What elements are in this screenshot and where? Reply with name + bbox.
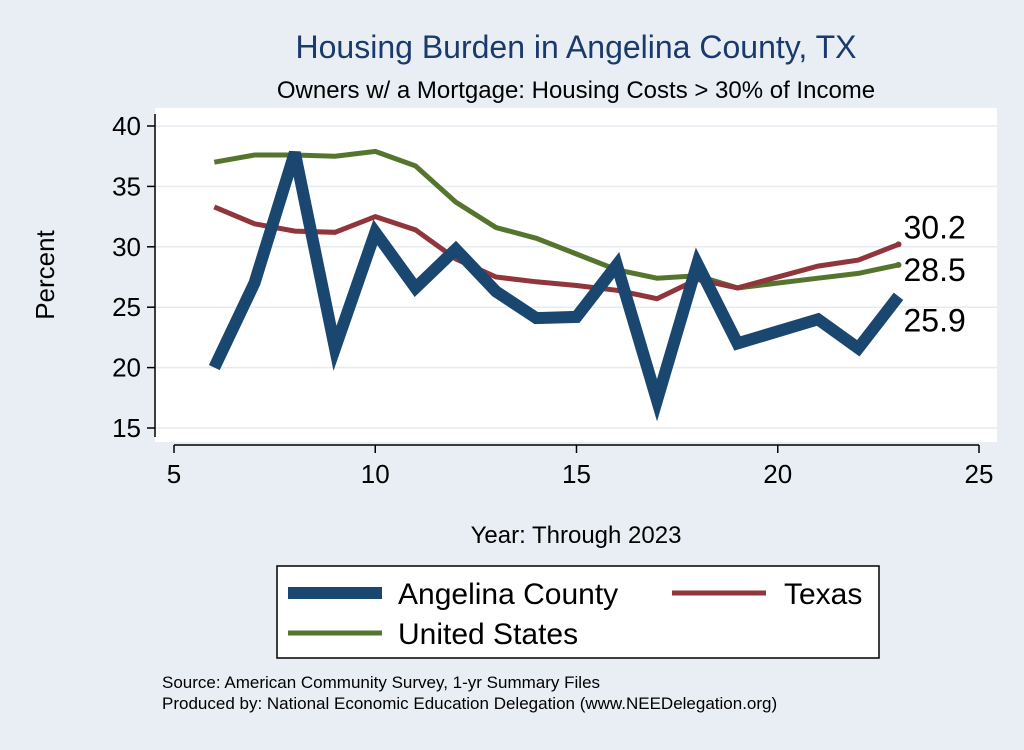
x-axis-title: Year: Through 2023 — [471, 522, 682, 549]
legend-label-angelina-county: Angelina County — [398, 578, 618, 611]
x-tick-label-15: 15 — [562, 459, 591, 489]
end-label-angelina-county: 25.9 — [904, 302, 966, 338]
y-tick-label-15: 15 — [112, 413, 141, 443]
series-lines — [208, 148, 904, 422]
y-axis-title: Percent — [30, 229, 60, 319]
end-labels: 25.9 30.2 28.5 — [895, 209, 966, 338]
y-tick-label-30: 30 — [112, 232, 141, 262]
gridlines — [155, 125, 997, 429]
end-label-texas: 30.2 — [904, 209, 966, 245]
y-tick-label-20: 20 — [112, 353, 141, 383]
x-tick-label-10: 10 — [361, 459, 390, 489]
legend-box — [276, 565, 880, 659]
y-tick-label-40: 40 — [112, 111, 141, 141]
axes: 15 20 25 30 35 40 5 10 15 20 25 — [112, 111, 993, 489]
x-tick-label-5: 5 — [167, 459, 181, 489]
series-line-united-states — [213, 148, 900, 291]
chart-subtitle: Owners w/ a Mortgage: Housing Costs > 30… — [277, 77, 875, 104]
producer-note: Produced by: National Economic Education… — [162, 694, 777, 713]
series-line-texas — [213, 204, 900, 302]
plot-area — [155, 108, 997, 442]
end-marker-united-states — [895, 261, 902, 268]
x-tick-label-25: 25 — [965, 459, 994, 489]
end-marker-texas — [895, 241, 902, 248]
legend-label-texas: Texas — [784, 578, 862, 611]
y-tick-label-25: 25 — [112, 292, 141, 322]
x-tick-label-20: 20 — [763, 459, 792, 489]
legend: Angelina County Texas United States — [276, 565, 880, 659]
legend-label-united-states: United States — [398, 618, 578, 651]
y-tick-label-35: 35 — [112, 171, 141, 201]
end-label-united-states: 28.5 — [904, 252, 966, 288]
series-line-angelina-county — [208, 150, 904, 422]
chart-title: Housing Burden in Angelina County, TX — [296, 29, 857, 65]
source-note: Source: American Community Survey, 1-yr … — [162, 673, 600, 692]
